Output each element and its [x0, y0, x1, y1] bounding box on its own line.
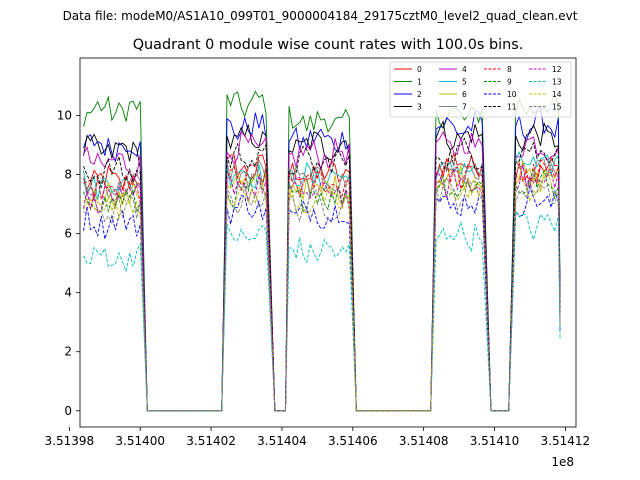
- x-tick-label: 3.51400: [115, 434, 165, 448]
- figure-suptitle: Data file: modeM0/AS1A10_099T01_90000041…: [63, 9, 578, 23]
- legend-label-14: 14: [552, 90, 562, 99]
- y-tick-label: 2: [64, 345, 72, 359]
- x-tick-label: 3.51402: [186, 434, 236, 448]
- legend-label-13: 13: [552, 78, 562, 87]
- legend-label-11: 11: [507, 103, 517, 112]
- legend-label-10: 10: [507, 90, 517, 99]
- legend-label-8: 8: [507, 65, 512, 74]
- series-line-10: [83, 184, 561, 412]
- plot-lines: [83, 90, 561, 412]
- x-tick-label: 3.51408: [399, 434, 449, 448]
- y-tick-label: 10: [57, 109, 72, 123]
- legend-label-9: 9: [507, 78, 512, 87]
- legend-label-3: 3: [417, 103, 422, 112]
- legend-label-4: 4: [462, 65, 467, 74]
- x-tick-label: 3.51412: [541, 434, 591, 448]
- y-axis: 0 2 4 6 8 10: [57, 109, 80, 418]
- y-tick-label: 6: [64, 227, 72, 241]
- x-tick-label: 3.51406: [328, 434, 378, 448]
- legend-label-5: 5: [462, 78, 467, 87]
- y-tick-label: 4: [64, 286, 72, 300]
- y-tick-label: 8: [64, 168, 72, 182]
- legend-frame: [389, 61, 572, 118]
- series-line-15: [83, 176, 561, 412]
- x-axis: 3.51398 3.51400 3.51402 3.51404 3.51406 3.514…: [45, 427, 591, 448]
- x-tick-label: 3.51410: [470, 434, 520, 448]
- legend-label-1: 1: [417, 78, 422, 87]
- legend-label-7: 7: [462, 103, 467, 112]
- legend-label-0: 0: [417, 65, 422, 74]
- legend-label-12: 12: [552, 65, 562, 74]
- x-tick-label: 3.51404: [257, 434, 307, 448]
- x-tick-label: 3.51398: [45, 434, 95, 448]
- chart-title: Quadrant 0 module wise count rates with …: [133, 37, 524, 53]
- x-axis-offset-label: 1e8: [551, 455, 574, 469]
- series-line-13: [83, 209, 561, 412]
- legend-label-15: 15: [552, 103, 562, 112]
- y-tick-label: 0: [64, 404, 72, 418]
- axes-frame: [79, 57, 577, 428]
- legend-label-6: 6: [462, 90, 467, 99]
- legend-label-2: 2: [417, 90, 422, 99]
